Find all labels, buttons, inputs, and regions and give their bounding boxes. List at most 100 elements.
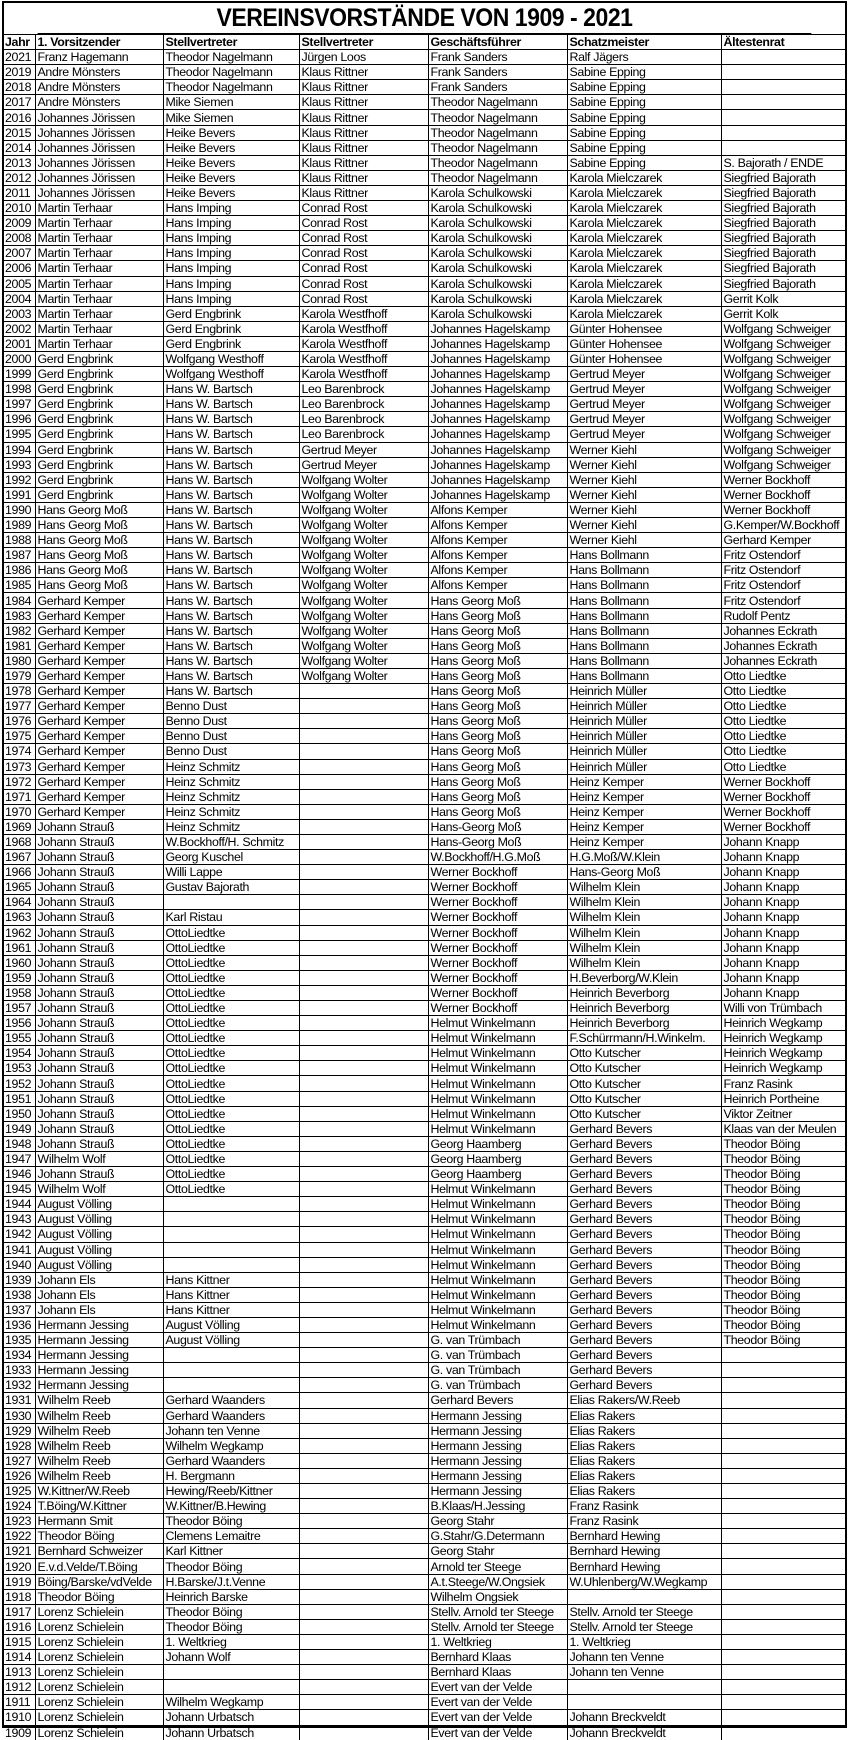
cell-year: 1968: [4, 833, 36, 851]
cell-treasurer: Gerhard Bevers: [566, 1332, 722, 1349]
cell-deputy-2: Leo Barenbrock: [298, 396, 429, 413]
cell-year: 1942: [4, 1226, 36, 1243]
cell-deputy-2: Karola Westfhoff: [298, 366, 429, 383]
cell-chairman: Wilhelm Wolf: [34, 1181, 164, 1198]
cell-council-of-elders: Franz Rasink: [720, 1075, 845, 1092]
cell-year: 1929: [4, 1422, 36, 1439]
table-row: 1932 Hermann Jessing G. van Trümbach Gerhar…: [4, 1377, 845, 1394]
cell-managing-director: Evert van der Velde: [427, 1709, 568, 1726]
cell-deputy-2: Karola Westfhoff: [298, 320, 429, 337]
cell-chairman: Lorenz Schielein: [34, 1603, 164, 1620]
cell-deputy-1: OttoLiedtke: [162, 984, 300, 1002]
cell-year: 1970: [4, 803, 36, 820]
cell-managing-director: Frank Sanders: [427, 79, 568, 96]
cell-deputy-1: OttoLiedtke: [162, 1166, 300, 1183]
cell-deputy-1: [162, 1256, 300, 1273]
cell-council-of-elders: Wolfgang Schweiger: [720, 441, 845, 458]
cell-deputy-2: Klaus Rittner: [298, 139, 429, 156]
cell-chairman: Gerd Engbrink: [34, 381, 164, 398]
cell-year: 1939: [4, 1271, 36, 1288]
cell-chairman: Bernhard Schweizer: [34, 1543, 164, 1560]
cell-treasurer: Wilhelm Klein: [566, 894, 722, 911]
cell-year: 1978: [4, 683, 36, 700]
cell-managing-director: Johannes Hagelskamp: [427, 396, 568, 413]
cell-deputy-2: [298, 1694, 429, 1711]
cell-year: 1957: [4, 999, 36, 1017]
cell-chairman: E.v.d.Velde/T.Böing: [34, 1558, 164, 1575]
cell-treasurer: Heinrich Müller: [566, 713, 722, 730]
table-row: 2011 Johannes Jörissen Heike Bevers Klaus R…: [4, 184, 845, 202]
cell-treasurer: Hans Bollmann: [566, 637, 722, 654]
cell-chairman: Hans Georg Moß: [34, 532, 164, 549]
cell-treasurer: Hans Bollmann: [566, 667, 722, 685]
cell-managing-director: Hans Georg Moß: [427, 803, 568, 820]
cell-deputy-2: Wolfgang Wolter: [298, 516, 429, 534]
cell-deputy-1: OttoLiedtke: [162, 1090, 300, 1107]
cell-managing-director: Hans Georg Moß: [427, 758, 568, 775]
cell-managing-director: Theodor Nagelmann: [427, 154, 568, 171]
cell-deputy-2: [298, 1362, 429, 1379]
cell-managing-director: Helmut Winkelmann: [427, 1196, 568, 1213]
table-row: 1934 Hermann Jessing G. van Trümbach Gerhar…: [4, 1347, 845, 1364]
cell-managing-director: Johannes Hagelskamp: [427, 441, 568, 458]
cell-year: 1916: [4, 1618, 36, 1635]
cell-year: 1964: [4, 894, 36, 911]
cell-managing-director: Hans Georg Moß: [427, 743, 568, 760]
cell-deputy-1: Hans W. Bartsch: [162, 381, 300, 398]
cell-chairman: Gerd Engbrink: [34, 441, 164, 458]
cell-treasurer: H.G.Moß/W.Klein: [566, 849, 722, 866]
cell-managing-director: A.t.Steege/W.Ongsiek: [427, 1573, 568, 1590]
cell-deputy-1: Hans W. Bartsch: [162, 532, 300, 549]
cell-council-of-elders: [720, 1618, 845, 1635]
cell-deputy-1: Mike Siemen: [162, 109, 300, 126]
table-row: 1950 Johann Strauß OttoLiedtke Helmut Winke…: [4, 1105, 845, 1122]
cell-treasurer: Sabine Epping: [566, 94, 722, 111]
table-row: 1930 Wilhelm Reeb Gerhard Waanders Hermann …: [4, 1407, 845, 1424]
cell-year: 1985: [4, 577, 36, 594]
cell-deputy-2: Wolfgang Wolter: [298, 501, 429, 519]
cell-managing-director: Hans-Georg Moß: [427, 818, 568, 835]
cell-deputy-1: Benno Dust: [162, 698, 300, 715]
cell-council-of-elders: Siegfried Bajorath: [720, 169, 845, 186]
cell-treasurer: Bernhard Hewing: [566, 1528, 722, 1545]
cell-managing-director: Karola Schulkowski: [427, 230, 568, 247]
cell-treasurer: Gertrud Meyer: [566, 396, 722, 413]
cell-deputy-2: [298, 728, 429, 745]
table-row: 1959 Johann Strauß OttoLiedtke Werner Bockh…: [4, 969, 845, 986]
cell-chairman: Johann Strauß: [34, 924, 164, 941]
cell-managing-director: Werner Bockhoff: [427, 909, 568, 926]
cell-deputy-2: Wolfgang Wolter: [298, 607, 429, 624]
table-row: 1971 Gerhard Kemper Heinz Schmitz Hans Geor…: [4, 788, 845, 805]
cell-deputy-1: Hans W. Bartsch: [162, 577, 300, 594]
cell-managing-director: Wilhelm Ongsiek: [427, 1588, 568, 1605]
cell-managing-director: Karola Schulkowski: [427, 245, 568, 262]
cell-chairman: Gerhard Kemper: [34, 758, 164, 775]
cell-treasurer: [566, 1588, 722, 1605]
cell-deputy-2: Conrad Rost: [298, 215, 429, 232]
cell-deputy-1: Hans W. Bartsch: [162, 652, 300, 669]
cell-council-of-elders: Siegfried Bajorath: [720, 260, 845, 277]
table-row: 1919 Böing/Barske/vdVelde H.Barske/J.t.Ven…: [4, 1573, 845, 1590]
cell-deputy-1: Hans W. Bartsch: [162, 411, 300, 428]
cell-year: 1993: [4, 456, 36, 473]
cell-managing-director: Johannes Hagelskamp: [427, 411, 568, 428]
cell-deputy-1: Theodor Nagelmann: [162, 49, 300, 66]
cell-managing-director: G.Stahr/G.Determann: [427, 1528, 568, 1545]
cell-chairman: Hermann Smit: [34, 1513, 164, 1530]
cell-treasurer: Johann Breckveldt: [566, 1724, 722, 1740]
cell-chairman: Johann Els: [34, 1286, 164, 1303]
cell-year: 1983: [4, 607, 36, 624]
table-row: 2015 Johannes Jörissen Heike Bevers Klaus R…: [4, 124, 845, 141]
cell-deputy-1: Heike Bevers: [162, 184, 300, 202]
cell-council-of-elders: [720, 1603, 845, 1620]
column-header-deputy-1: Stellvertreter: [162, 33, 300, 51]
cell-deputy-2: [298, 1633, 429, 1651]
cell-deputy-1: Hans W. Bartsch: [162, 516, 300, 534]
cell-deputy-1: [162, 1377, 300, 1394]
cell-year: 1955: [4, 1030, 36, 1047]
cell-managing-director: G. van Trümbach: [427, 1347, 568, 1364]
cell-managing-director: Werner Bockhoff: [427, 939, 568, 956]
cell-council-of-elders: Siegfried Bajorath: [720, 230, 845, 247]
cell-deputy-2: Karola Westfhoff: [298, 350, 429, 368]
